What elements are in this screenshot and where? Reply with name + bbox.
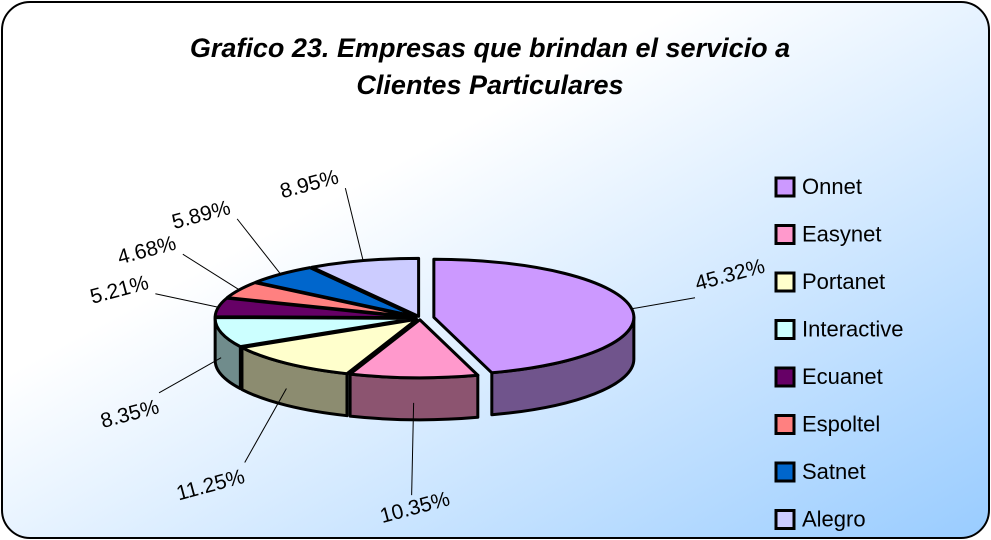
legend-label: Satnet (802, 459, 866, 484)
slice (240, 317, 419, 376)
chart-title: Clientes Particulares (356, 70, 623, 100)
legend-swatch (774, 366, 796, 388)
legend-label: Interactive (802, 316, 904, 341)
legend-swatch (774, 509, 796, 530)
chart-title: Grafico 23. Empresas que brindan el serv… (190, 33, 790, 63)
leader-line (411, 402, 415, 496)
slice (254, 266, 419, 319)
legend-label: Easynet (802, 221, 882, 246)
leader-line (182, 253, 240, 291)
legend-label: Onnet (802, 174, 862, 199)
leader-line (236, 218, 282, 275)
leader-line (244, 388, 287, 463)
leader-line (344, 188, 364, 261)
legend-swatch (774, 176, 796, 198)
leader-line (158, 357, 222, 394)
leader-line (631, 297, 696, 310)
legend-swatch (774, 271, 796, 293)
legend-swatch (774, 319, 796, 340)
slice (310, 256, 421, 318)
leader-line (155, 293, 219, 308)
legend-label: Alegro (802, 506, 866, 531)
legend-swatch (774, 461, 796, 483)
legend-swatch (774, 414, 796, 435)
legend-label: Portanet (802, 269, 885, 294)
slice-side (348, 372, 480, 422)
legend-swatch (774, 224, 796, 245)
slice (432, 257, 636, 375)
legend-label: Ecuanet (802, 364, 883, 389)
slice (348, 318, 480, 380)
legend-label: Espoltel (802, 411, 880, 436)
